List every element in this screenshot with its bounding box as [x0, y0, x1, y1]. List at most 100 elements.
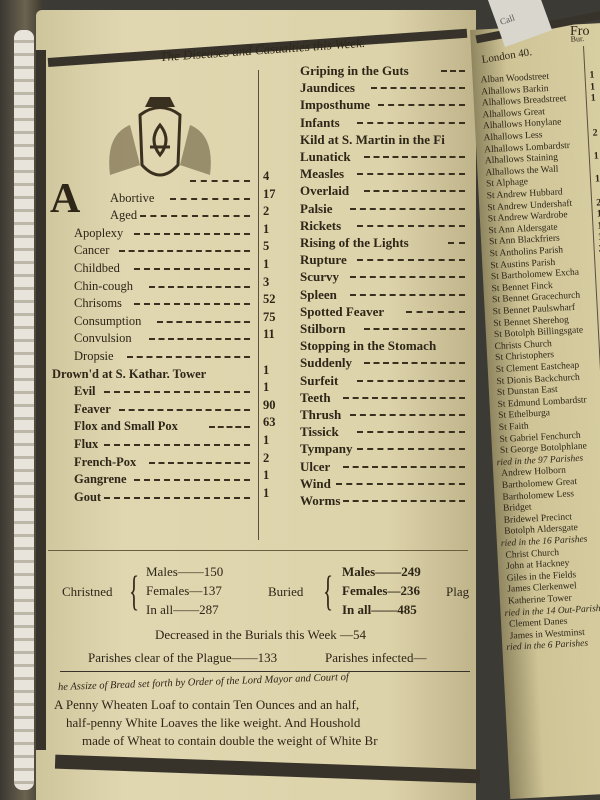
leader-line [343, 391, 465, 399]
leader-line [357, 442, 465, 451]
death-count: 11 [263, 327, 275, 342]
book-spine [0, 0, 42, 800]
leader-line [364, 150, 465, 158]
burial-count: 1 [594, 173, 600, 186]
disease-row: Apoplexy [74, 225, 123, 242]
death-count: 4 [263, 169, 270, 183]
leader-line [364, 322, 465, 330]
death-count: 17 [263, 186, 276, 201]
disease-row: Griping in the Guts [300, 63, 409, 78]
disease-row: Gangrene [74, 471, 127, 488]
death-count: 1 [263, 362, 270, 377]
disease-row: Overlaid [300, 183, 350, 199]
disease-row: Spleen [300, 286, 337, 302]
leader-line [350, 270, 465, 279]
leader-line [119, 403, 250, 411]
leader-line [357, 219, 465, 227]
leader-line [448, 236, 465, 244]
parish-row: Bridget [502, 502, 532, 515]
parish-row: St Faith [498, 421, 529, 434]
leader-line [350, 408, 465, 416]
disease-row: Chin-cough [74, 278, 133, 295]
disease-row: Measles [300, 166, 345, 182]
disease-row: Cancer [74, 242, 109, 259]
brace: { [129, 569, 140, 615]
leader-line [336, 477, 465, 485]
bread-line: A Penny Wheaten Loaf to contain Ten Ounc… [54, 697, 360, 712]
disease-row: Flox and Small Pox [74, 418, 178, 435]
burial-count: 1 [589, 81, 596, 93]
disease-row: Dropsie [74, 348, 114, 365]
leader-line [357, 116, 465, 124]
leader-line [134, 262, 250, 270]
slip-text: Call [498, 12, 517, 27]
death-count: 2 [263, 450, 270, 465]
coat-of-arms-icon [109, 97, 211, 177]
leader-line [350, 288, 465, 296]
disease-row: Worms [300, 493, 341, 508]
disease-row: Flux [74, 436, 98, 453]
leader-line [357, 425, 465, 434]
parish-row: Bartholomew Less [502, 488, 575, 503]
disease-row: Aged [110, 207, 137, 224]
death-count: 3 [263, 274, 270, 289]
leader-line [140, 209, 250, 218]
disease-label: Gout [74, 489, 102, 504]
disease-label: Cancer [74, 243, 110, 258]
disease-row: Jaundices [300, 80, 355, 96]
death-count: 1 [263, 485, 270, 500]
left-page [36, 10, 476, 800]
leader-line [209, 420, 250, 429]
death-count: 1 [263, 257, 270, 271]
death-count: 1 [263, 468, 270, 483]
death-count: 1 [263, 433, 270, 447]
leader-line [343, 460, 465, 468]
disease-label: Aged [110, 208, 138, 223]
christned-males: Males——150 [146, 564, 224, 579]
burial-count: 2 [592, 127, 598, 139]
leader-line [371, 81, 465, 90]
disease-row: Rupture [300, 252, 347, 268]
leader-line [441, 64, 465, 72]
death-count: 52 [263, 292, 276, 307]
burial-count: 1 [593, 150, 600, 162]
bread-line: made of Wheat to contain double the weig… [82, 733, 378, 748]
disease-label: Apoplexy [74, 225, 124, 240]
drop-cap: A [50, 176, 81, 222]
death-count: 1 [263, 221, 270, 236]
disease-row: Surfeit [300, 372, 339, 388]
death-count: 2 [263, 204, 270, 219]
death-count: 5 [263, 239, 270, 254]
disease-label: Flox and Small Pox [74, 419, 178, 434]
disease-row: Scurvy [300, 269, 339, 285]
leader-line [134, 473, 250, 482]
disease-row: Rising of the Lights [300, 235, 409, 250]
parishes-clear: Parishes clear of the Plague——133 [88, 650, 278, 665]
burial-count: 1 [596, 208, 600, 220]
buried-males: Males——249 [342, 564, 421, 579]
disease-row: Evil [74, 383, 96, 400]
disease-row: Stilborn [300, 321, 346, 336]
decreased-burials: Decreased in the Burials this Week —54 [155, 627, 366, 642]
column-rule [582, 46, 600, 526]
disease-row: Convulsion [74, 330, 132, 347]
parish-header: London 40. [480, 46, 533, 67]
leader-line [357, 374, 465, 382]
leader-line [104, 491, 250, 499]
christned-label: Christned [62, 584, 113, 599]
death-count: 63 [263, 415, 276, 430]
death-count: 1 [263, 380, 270, 395]
leader-line [119, 244, 250, 253]
disease-label: Feaver [74, 401, 111, 416]
disease-row: Palsie [300, 200, 333, 216]
leader-line [357, 167, 465, 176]
right-page: London 40. Bur. Alban Woodstreet 1 Alhallo… [470, 8, 600, 799]
disease-row: Feaver [74, 401, 111, 418]
disease-row: Lunatick [300, 149, 351, 164]
disease-label: Gangrene [74, 472, 127, 487]
disease-row: Rickets [300, 217, 342, 233]
parishes-infected: Parishes infected— [325, 650, 427, 665]
leader-line [134, 227, 250, 235]
corner-text: Fro [570, 24, 590, 39]
leader-line [378, 98, 465, 107]
